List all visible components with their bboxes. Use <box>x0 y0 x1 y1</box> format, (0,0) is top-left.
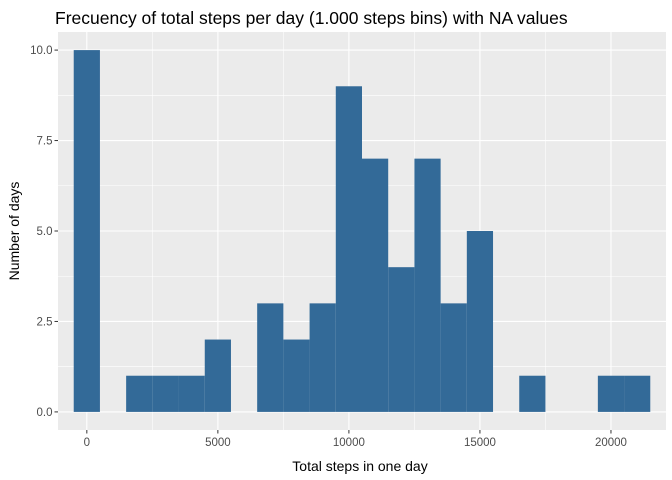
histogram-bar <box>335 86 362 412</box>
histogram-bar <box>519 375 546 412</box>
chart-title: Frecuency of total steps per day (1.000 … <box>55 8 568 28</box>
histogram-bar <box>466 231 494 412</box>
histogram-bar <box>178 375 205 412</box>
histogram-bar <box>257 303 284 412</box>
histogram-bar <box>152 375 179 412</box>
histogram-bar <box>204 339 231 412</box>
y-tick-label: 0.0 <box>37 407 53 419</box>
y-axis-title: Number of days <box>6 182 22 281</box>
x-tick-label: 15000 <box>464 437 496 449</box>
histogram-bar <box>388 267 415 412</box>
histogram-bar <box>126 375 153 412</box>
x-axis-ticks: 0 5000 10000 15000 20000 <box>84 430 627 449</box>
x-tick-label: 20000 <box>595 437 627 449</box>
histogram-bar <box>597 375 625 412</box>
histogram-bar <box>440 303 467 412</box>
y-axis-ticks: 0.0 2.5 5.0 7.5 10.0 <box>30 45 58 419</box>
y-tick-label: 10.0 <box>30 45 52 57</box>
x-tick-label: 10000 <box>333 437 365 449</box>
histogram-bar <box>624 375 651 412</box>
x-axis-title: Total steps in one day <box>292 458 427 474</box>
y-tick-label: 5.0 <box>37 226 53 238</box>
y-tick-label: 2.5 <box>37 316 53 328</box>
histogram-bars <box>73 50 651 412</box>
x-tick-label: 5000 <box>205 437 231 449</box>
histogram-bar <box>414 158 441 412</box>
histogram-bar <box>362 158 389 412</box>
histogram-bar <box>283 339 310 412</box>
histogram-bar <box>309 303 336 412</box>
y-tick-label: 7.5 <box>37 136 53 148</box>
histogram-bar <box>73 50 100 412</box>
x-tick-label: 0 <box>84 437 90 449</box>
